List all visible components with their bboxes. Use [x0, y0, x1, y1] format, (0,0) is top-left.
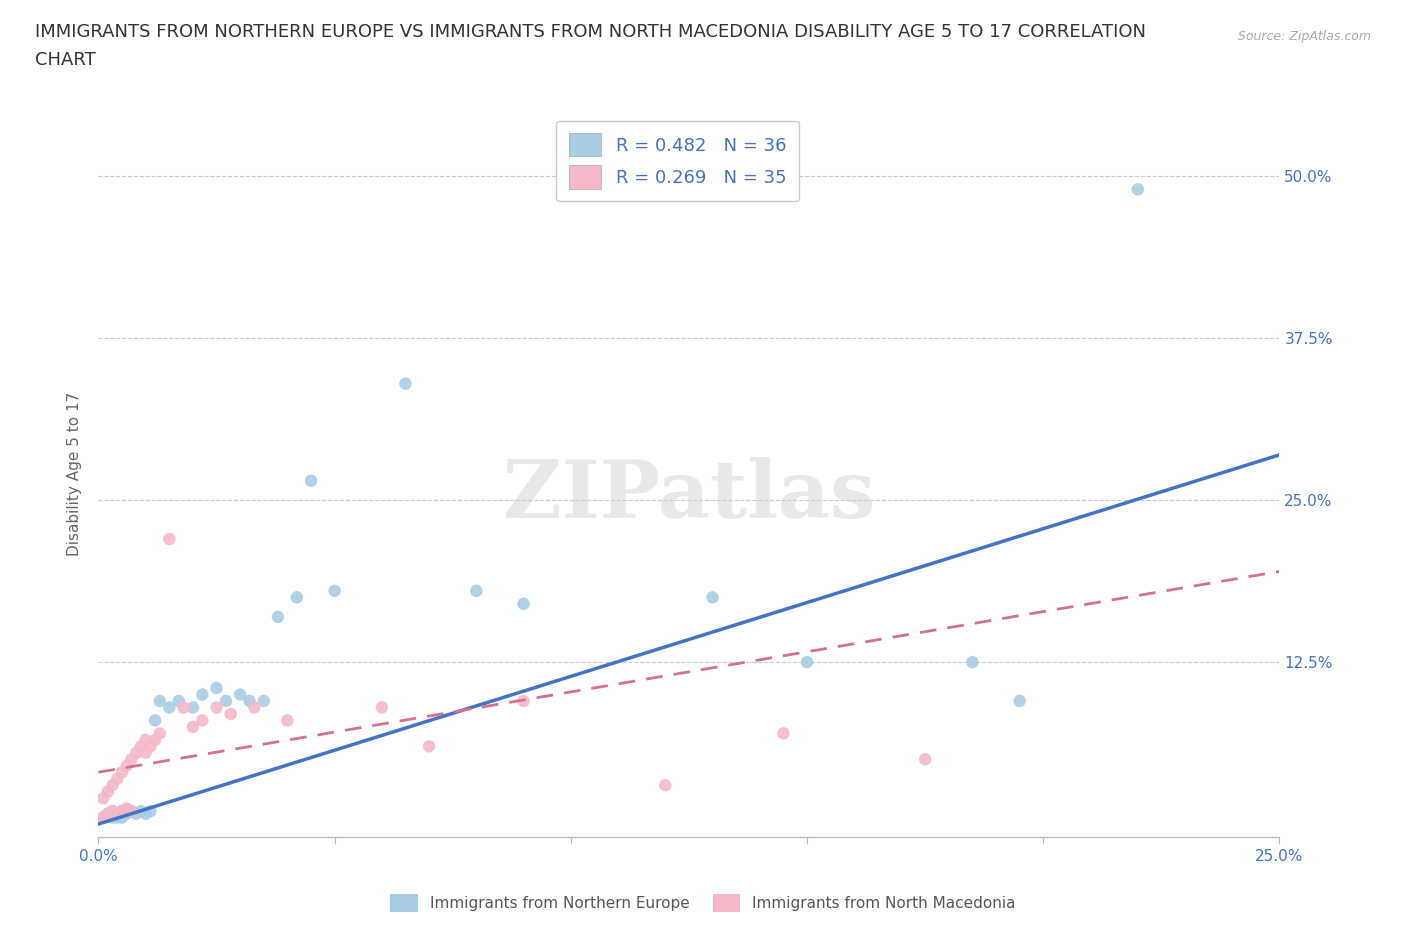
- Point: [205, 681, 228, 696]
- Point: [97, 806, 120, 821]
- Text: CHART: CHART: [35, 51, 96, 69]
- Point: [654, 777, 676, 792]
- Point: [267, 609, 290, 624]
- Point: [772, 726, 794, 741]
- Point: [914, 751, 936, 766]
- Point: [105, 810, 128, 825]
- Point: [181, 700, 204, 715]
- Point: [97, 784, 120, 799]
- Point: [215, 694, 238, 709]
- Point: [229, 687, 252, 702]
- Point: [139, 738, 162, 753]
- Point: [205, 700, 228, 715]
- Point: [101, 810, 124, 825]
- Point: [115, 801, 138, 816]
- Point: [135, 745, 157, 760]
- Point: [143, 713, 166, 728]
- Point: [962, 655, 984, 670]
- Legend: Immigrants from Northern Europe, Immigrants from North Macedonia: Immigrants from Northern Europe, Immigra…: [384, 888, 1022, 918]
- Point: [91, 790, 114, 805]
- Text: Source: ZipAtlas.com: Source: ZipAtlas.com: [1237, 30, 1371, 43]
- Point: [111, 804, 134, 818]
- Point: [115, 806, 138, 821]
- Point: [129, 738, 152, 753]
- Point: [323, 583, 346, 598]
- Point: [121, 751, 143, 766]
- Point: [121, 804, 143, 818]
- Point: [276, 713, 298, 728]
- Point: [239, 694, 262, 709]
- Point: [91, 810, 114, 825]
- Point: [702, 590, 724, 604]
- Point: [129, 804, 152, 818]
- Point: [219, 707, 242, 722]
- Point: [796, 655, 818, 670]
- Text: ZIPatlas: ZIPatlas: [503, 457, 875, 535]
- Point: [149, 726, 172, 741]
- Point: [115, 758, 138, 773]
- Point: [101, 777, 124, 792]
- Point: [191, 687, 214, 702]
- Point: [91, 810, 114, 825]
- Point: [167, 694, 190, 709]
- Point: [157, 700, 180, 715]
- Point: [135, 806, 157, 821]
- Point: [139, 804, 162, 818]
- Point: [243, 700, 266, 715]
- Point: [111, 764, 134, 779]
- Point: [1126, 182, 1149, 197]
- Point: [465, 583, 488, 598]
- Point: [101, 804, 124, 818]
- Point: [371, 700, 394, 715]
- Y-axis label: Disability Age 5 to 17: Disability Age 5 to 17: [66, 392, 82, 556]
- Point: [97, 806, 120, 821]
- Point: [418, 738, 440, 753]
- Point: [299, 473, 322, 488]
- Point: [111, 804, 134, 818]
- Point: [181, 720, 204, 735]
- Point: [101, 804, 124, 818]
- Point: [149, 694, 172, 709]
- Point: [157, 532, 180, 547]
- Point: [125, 745, 148, 760]
- Point: [253, 694, 276, 709]
- Point: [105, 806, 128, 821]
- Point: [135, 733, 157, 748]
- Point: [1008, 694, 1031, 709]
- Text: IMMIGRANTS FROM NORTHERN EUROPE VS IMMIGRANTS FROM NORTH MACEDONIA DISABILITY AG: IMMIGRANTS FROM NORTHERN EUROPE VS IMMIG…: [35, 23, 1146, 41]
- Point: [512, 596, 534, 611]
- Point: [111, 810, 134, 825]
- Point: [394, 377, 416, 392]
- Point: [105, 771, 128, 786]
- Legend: R = 0.482   N = 36, R = 0.269   N = 35: R = 0.482 N = 36, R = 0.269 N = 35: [557, 121, 799, 201]
- Point: [191, 713, 214, 728]
- Point: [125, 806, 148, 821]
- Point: [121, 804, 143, 818]
- Point: [143, 733, 166, 748]
- Point: [285, 590, 308, 604]
- Point: [172, 700, 194, 715]
- Point: [512, 694, 534, 709]
